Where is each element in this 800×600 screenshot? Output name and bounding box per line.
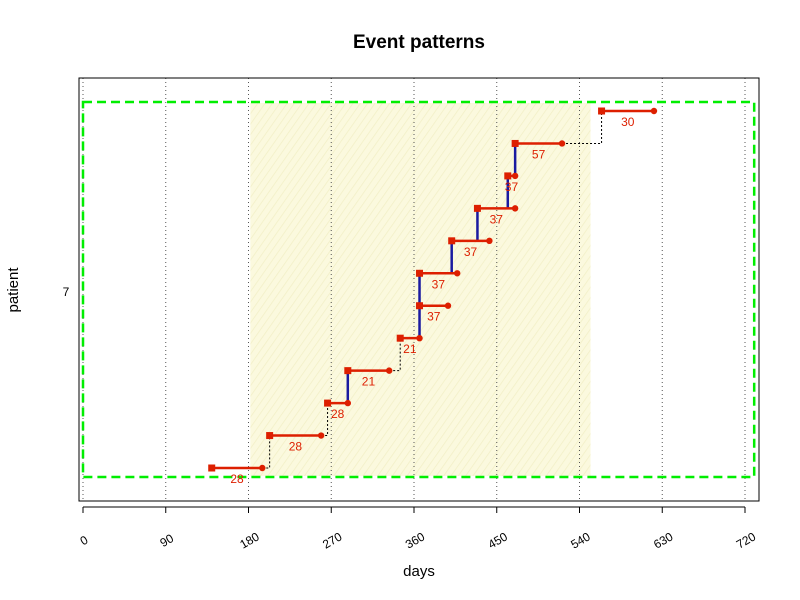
episode-end-marker [344,399,351,407]
episode-end-marker [444,302,452,309]
gap-connector [389,338,401,372]
follow-up-window-border [81,100,756,479]
episode-start-marker [448,237,456,245]
episode-duration-label: 28 [289,440,303,454]
episode-end-marker [558,140,566,147]
episode-duration-label: 37 [490,212,504,226]
episode-duration-label: 37 [427,310,441,324]
x-tick-label: 360 [403,529,428,551]
episode-end-marker [511,205,519,212]
x-tick-label: 270 [320,529,345,551]
episode-start-marker [208,464,216,472]
episode-duration-label: 30 [621,115,635,129]
episode-end-marker [650,107,658,115]
plot-frame [78,77,760,502]
episode-start-marker [504,172,512,180]
x-tick-label: 540 [568,529,593,551]
episode-start-marker [598,107,606,115]
episode-end-marker [511,172,519,180]
episode-start-marker [324,399,332,407]
chart-title: Event patterns [353,32,485,53]
episode-duration-label: 28 [331,407,345,421]
episode-end-marker [454,270,461,277]
gap-connector [321,403,329,437]
episode-end-marker [317,432,325,439]
episode-end-marker [385,367,393,374]
episode-duration-label: 57 [532,147,546,161]
x-tick-label: 0 [78,533,91,549]
x-tick-label: 90 [157,531,176,550]
x-tick-label: 180 [237,529,262,551]
episode-duration-label: 21 [403,342,417,356]
episode-start-marker [344,367,352,375]
episode-end-marker [416,334,423,342]
episode-start-marker [266,432,274,440]
x-tick-label: 630 [651,529,676,551]
episode-duration-label: 37 [505,180,519,194]
episode-end-marker [259,464,266,472]
gap-connector [262,435,271,469]
episode-duration-label: 28 [230,472,244,486]
x-tick-label: 450 [486,529,511,551]
y-tick-label-patient: 7 [63,285,70,299]
gap-connector [562,111,603,144]
episode-start-marker [473,204,481,212]
episode-duration-label: 21 [362,375,376,389]
x-axis-label: days [403,563,435,580]
episode-start-marker [396,334,404,342]
episode-duration-label: 37 [464,245,478,259]
episode-start-marker [416,269,424,277]
episode-start-marker [416,302,424,310]
x-tick-label: 720 [734,529,759,551]
y-axis-label: patient [5,267,22,313]
episode-duration-label: 37 [432,277,446,291]
episode-start-marker [511,139,519,147]
episode-end-marker [486,237,493,245]
